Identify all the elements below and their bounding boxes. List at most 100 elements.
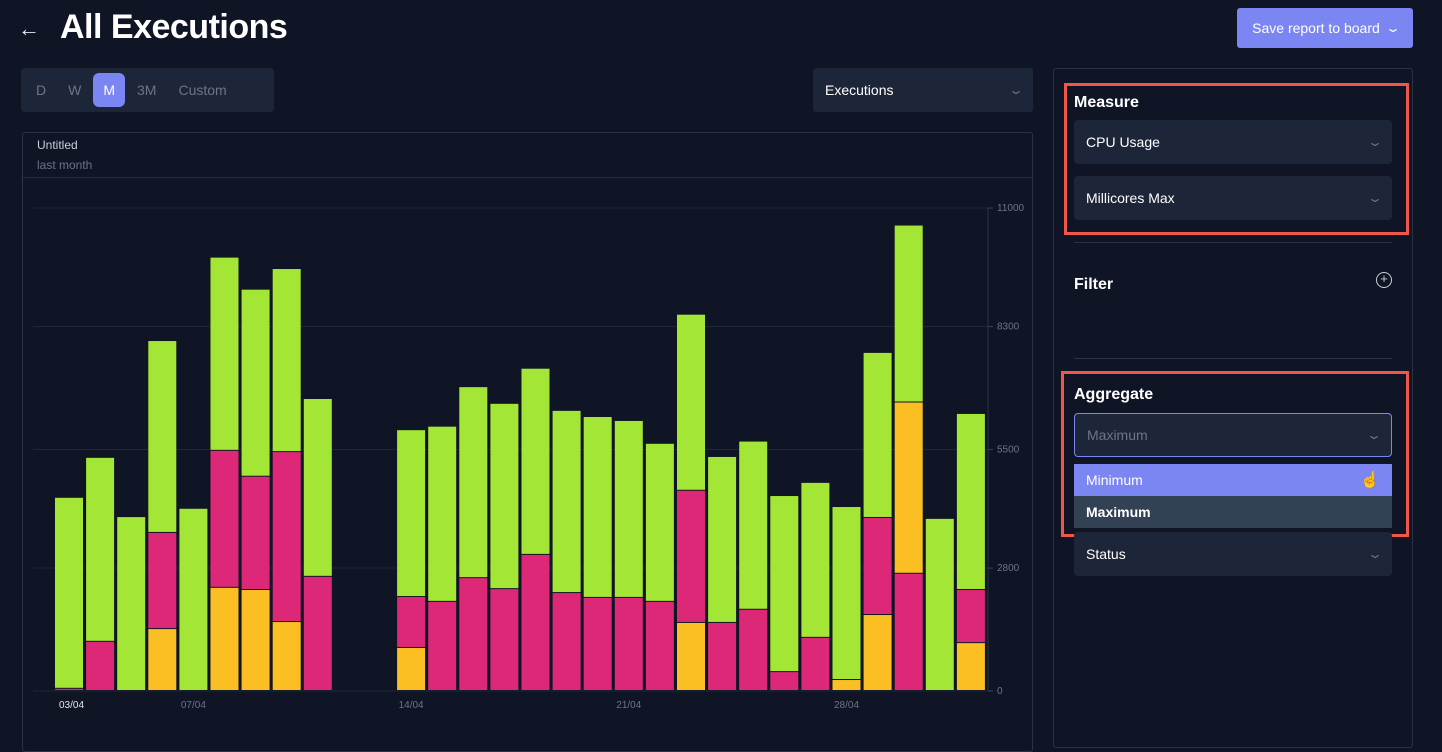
aggregate-select[interactable]: Maximum ⌄ [1074,413,1392,457]
bar-segment-green [583,417,612,597]
bar-segment-pink [397,597,426,647]
bar-segment-pink [956,590,985,643]
plus-circle-icon[interactable]: + [1376,272,1392,288]
bar-segment-pink [86,641,115,690]
chart-title: Untitled [37,138,78,152]
bar-segment-green [241,289,270,476]
select-value: Maximum [1087,427,1148,443]
chart-subtitle: last month [37,158,93,172]
divider [23,177,1032,178]
y-tick-label: 8300 [997,322,1020,333]
bar-segment-pink [552,593,581,690]
bar-segment-green [428,426,457,601]
measure-metric-select[interactable]: CPU Usage ⌄ [1074,120,1392,164]
bar-segment-pink [428,601,457,690]
bar-segment-yellow [863,615,892,690]
back-button[interactable]: ← [18,16,44,42]
bar-segment-pink [583,597,612,690]
bar-segment-yellow [148,629,177,690]
bar-segment-pink [801,637,830,690]
bar-segment-green [210,257,239,450]
highlight-box [1064,83,1409,235]
bar-segment-green [148,341,177,532]
x-tick-label: 28/04 [834,700,859,711]
y-tick-label: 0 [997,686,1003,697]
bar-segment-green [614,420,643,597]
bar-segment-green [552,410,581,593]
filter-heading: Filter [1074,276,1114,293]
bar-segment-green [459,387,488,578]
select-value: Millicores Max [1086,190,1175,206]
chevron-down-icon: ⌄ [1384,21,1401,35]
bar-segment-pink [459,578,488,690]
bar-segment-green [521,368,550,554]
bar-segment-green [55,497,83,688]
select-value: CPU Usage [1086,134,1160,150]
bar-segment-green [894,225,923,402]
group-by-select[interactable]: Status ⌄ [1074,532,1392,576]
bar-chart: 0 2800 5500 8300 11000 03/04 07/04 14/04 21/04 28… [33,203,1025,711]
bar-segment-green [179,508,208,690]
bar-segment-pink [303,576,332,690]
bar-segment-pink [614,597,643,690]
bar-segment-green [801,482,830,637]
bar-segment-green [770,496,799,672]
bar-segment-pink [272,452,301,622]
option-maximum[interactable]: Maximum [1074,496,1392,528]
bar-segment-green [708,456,737,622]
tab-day[interactable]: D [36,82,47,98]
x-tick-label: 07/04 [181,700,206,711]
bar-segment-green [645,443,674,601]
chevron-down-icon: ⌄ [1366,135,1384,149]
tab-week[interactable]: W [68,82,82,98]
measure-unit-select[interactable]: Millicores Max ⌄ [1074,176,1392,220]
bar-segment-yellow [397,647,426,690]
bar-segment-pink [148,532,177,629]
tab-month[interactable]: M [93,73,126,107]
bar-segment-green [832,507,861,680]
measure-heading: Measure [1074,94,1139,111]
bar-segment-green [739,441,768,609]
bar-segment-green [303,399,332,576]
hand-cursor-icon: ☝ [1360,472,1380,489]
bar-segment-pink [739,609,768,690]
bar-segment-yellow [832,680,861,690]
chevron-down-icon: ⌄ [1366,547,1384,561]
bar-segment-green [490,403,519,589]
divider [1074,358,1392,359]
bar-segment-pink [894,573,923,690]
metric-select-value: Executions [825,82,894,98]
bar-segment-pink [55,688,83,690]
option-minimum[interactable]: Minimum ☝ [1074,464,1392,496]
bar-segment-green [86,457,115,641]
divider [1074,242,1392,243]
x-tick-label: 21/04 [616,700,641,711]
bar-segment-yellow [894,402,923,573]
save-report-button[interactable]: Save report to board ⌄ [1237,8,1413,48]
aggregate-heading: Aggregate [1074,386,1154,403]
tab-custom[interactable]: Custom [178,82,227,98]
select-value: Status [1086,546,1126,562]
bar-segment-green [925,518,954,690]
x-tick-label: 14/04 [399,700,424,711]
bar-segment-green [956,413,985,590]
bar-segment-pink [521,554,550,690]
bar-segment-green [397,430,426,597]
bar-segment-pink [645,601,674,690]
bar-segment-pink [863,517,892,615]
bar-segment-yellow [272,622,301,690]
chevron-up-down-icon: ⌄ [1365,428,1383,442]
tab-3-months[interactable]: 3M [137,82,157,98]
x-tick-label: 03/04 [59,700,84,711]
bar-segment-green [863,352,892,517]
chevron-down-icon: ⌄ [1366,191,1384,205]
metric-select[interactable]: Executions ⌄ [813,68,1033,112]
y-tick-label: 11000 [997,203,1025,214]
bar-segment-yellow [677,622,705,690]
arrow-left-icon: ← [18,16,40,41]
save-report-label: Save report to board [1252,20,1380,36]
chevron-down-icon: ⌄ [1007,83,1025,97]
bar-segment-pink [210,450,239,587]
chart-card: Untitled last month 0 2800 5500 8300 11000 03… [22,132,1033,752]
bar-segment-pink [770,672,799,690]
